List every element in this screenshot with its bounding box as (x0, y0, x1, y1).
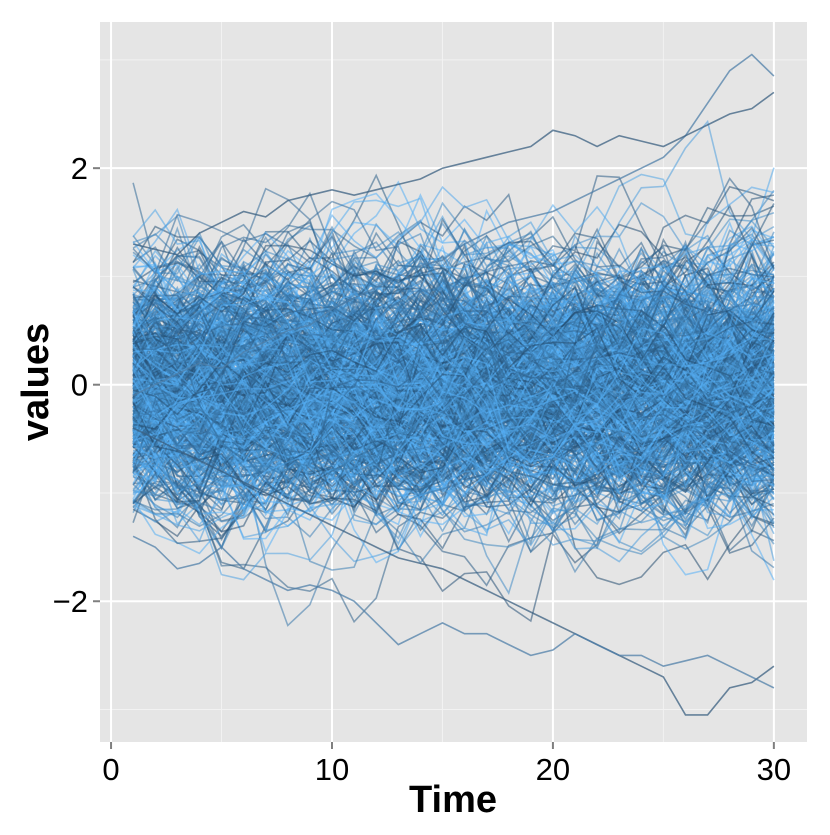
series-line (132, 324, 775, 470)
series-line (132, 309, 775, 509)
series-line (132, 332, 775, 515)
x-axis-ticks: 0 10 20 30 (102, 742, 791, 787)
series-line (132, 268, 775, 511)
series-line (132, 329, 775, 453)
series-line (132, 347, 775, 503)
x-tick-label: 10 (315, 752, 349, 787)
x-tick-label: 30 (757, 752, 791, 787)
series-line (132, 355, 775, 463)
series-line (132, 300, 775, 430)
y-tick-label: 2 (71, 151, 88, 186)
x-axis-title: Time (409, 779, 497, 821)
y-axis-title: values (15, 323, 57, 441)
series-line (132, 266, 775, 445)
series-lines (132, 53, 775, 716)
x-tick-label: 0 (102, 752, 119, 787)
series-line (132, 213, 774, 483)
series-line (132, 384, 775, 563)
series-line (132, 187, 775, 346)
series-line (133, 226, 775, 494)
series-line (132, 287, 775, 425)
x-tick-label: 20 (536, 752, 570, 787)
series-line (132, 336, 775, 446)
series-line (132, 252, 775, 492)
series-line (132, 334, 775, 515)
series-line (132, 269, 775, 461)
series-line-extreme (132, 535, 775, 689)
series-line (132, 367, 775, 517)
series-line (132, 203, 775, 423)
series-line (132, 317, 775, 486)
series-line (132, 252, 775, 445)
y-tick-label: 0 (71, 368, 88, 403)
series-line (133, 317, 775, 483)
series-line (133, 245, 775, 379)
series-line-extreme (132, 53, 775, 397)
series-line (132, 197, 775, 405)
series-line (132, 240, 774, 396)
series-line-extreme (132, 427, 775, 716)
y-axis-ticks: −2 0 2 (53, 151, 100, 619)
series-line (132, 239, 775, 450)
series-line (133, 344, 775, 506)
series-line (132, 397, 775, 581)
series-line (132, 270, 775, 481)
y-tick-label: −2 (53, 584, 88, 619)
series-line (132, 295, 775, 442)
series-line (132, 223, 775, 397)
series-line (132, 311, 775, 491)
series-line-extreme (132, 91, 775, 256)
series-line (132, 257, 775, 458)
series-line (132, 324, 775, 473)
series-line (132, 397, 775, 547)
